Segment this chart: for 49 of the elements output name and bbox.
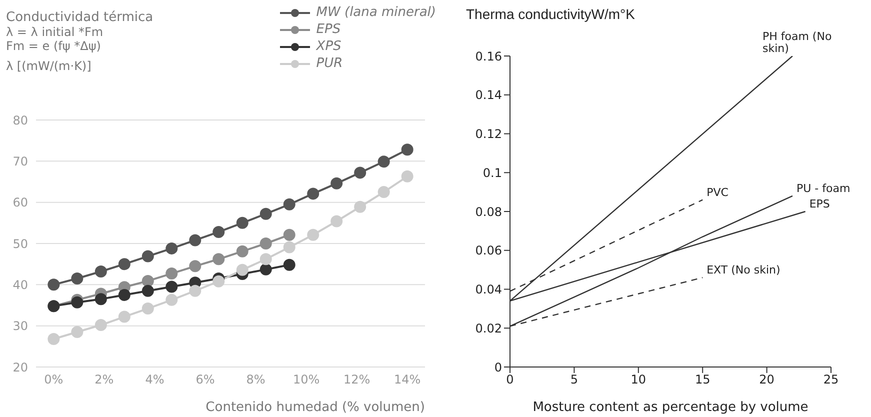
y-tick-label: 0.08 (475, 204, 502, 219)
x-tick-label: 2% (94, 372, 114, 387)
x-tick-label: 0% (44, 372, 64, 387)
x-tick-label: 25 (823, 372, 839, 387)
x-tick-label: 12% (343, 372, 370, 387)
x-tick-label: 10% (292, 372, 320, 387)
y-tick-label: 30 (12, 319, 28, 334)
legend-entry: XPS (280, 38, 436, 55)
legend-label: EPS (316, 22, 341, 37)
y-tick-label: 40 (12, 278, 28, 292)
y-tick-label: 0.04 (475, 282, 502, 297)
legend-entry: EPS (280, 21, 436, 38)
y-tick-label: 0.06 (475, 244, 502, 258)
legend-label: MW (lana mineral) (316, 5, 436, 20)
series-label: EPS (809, 198, 830, 210)
chart-title: Conductividad térmica (6, 10, 154, 25)
x-axis-title: Contenido humedad (% volumen) (206, 400, 425, 415)
y-tick-label: 50 (12, 236, 28, 251)
legend-entry: MW (lana mineral) (280, 4, 436, 21)
x-tick-label: 8% (246, 372, 266, 387)
y-tick-label: 0.16 (475, 49, 502, 64)
legend-label: PUR (316, 56, 343, 71)
chart-subtitle: λ = λ initial *Fm Fm = e (fψ *Δψ) (6, 25, 104, 53)
y-tick-label: 60 (12, 196, 28, 210)
x-tick-label: 6% (196, 372, 215, 387)
legend-entry: PUR (280, 55, 436, 72)
y-tick-label: 80 (12, 113, 28, 128)
y-tick-label: 0.12 (475, 127, 502, 142)
series-label: EXT (No skin) (706, 264, 780, 277)
x-tick-label: 0 (506, 372, 514, 387)
x-axis-title: Mosture content as percentage by volume (532, 400, 808, 415)
y-tick-label: 0.14 (475, 88, 502, 102)
legend-label: XPS (316, 39, 342, 54)
y-tick-label: 20 (12, 360, 28, 374)
y-tick-label: 0.1 (482, 166, 502, 180)
x-tick-label: 15 (694, 372, 710, 387)
series-label: PH foam (No skin) (762, 30, 832, 55)
x-tick-label: 10 (630, 372, 646, 387)
y-tick-label: 0.02 (475, 321, 502, 336)
y-tick-label: 70 (12, 154, 28, 168)
x-tick-label: 20 (759, 372, 774, 387)
y-tick-label: 0 (494, 360, 502, 374)
series-label: PU - foam (796, 182, 850, 195)
x-tick-label: 5 (570, 372, 578, 387)
x-tick-label: 14% (394, 372, 421, 387)
series-label: PVC (706, 186, 729, 199)
y-axis-title: λ [(mW/(m·K)] (6, 59, 92, 73)
x-tick-label: 4% (145, 372, 164, 387)
y-axis-title: Therma conductivityW/m°K (466, 6, 635, 22)
